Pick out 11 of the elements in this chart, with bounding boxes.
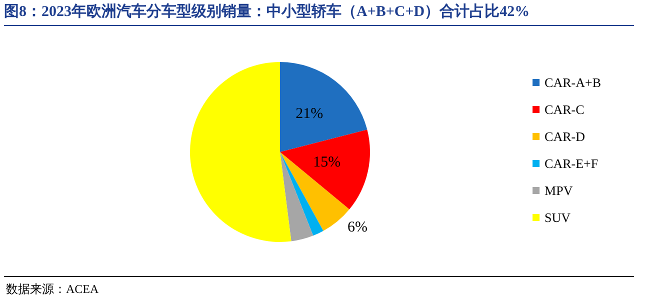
- legend-label: CAR-C: [544, 102, 584, 117]
- legend-label: CAR-A+B: [544, 75, 602, 90]
- source-note: 数据来源：ACEA: [6, 281, 99, 298]
- legend-label: CAR-E+F: [544, 156, 598, 171]
- data-label: 6%: [347, 220, 368, 236]
- chart-title: 图8：2023年欧洲汽车分车型级别销量：中小型轿车（A+B+C+D）合计占比42%: [4, 2, 530, 21]
- legend-label: CAR-D: [544, 129, 586, 144]
- data-label: 21%: [296, 106, 324, 122]
- legend-label: SUV: [544, 210, 572, 225]
- data-label: 15%: [313, 154, 341, 170]
- legend-label: MPV: [544, 183, 574, 198]
